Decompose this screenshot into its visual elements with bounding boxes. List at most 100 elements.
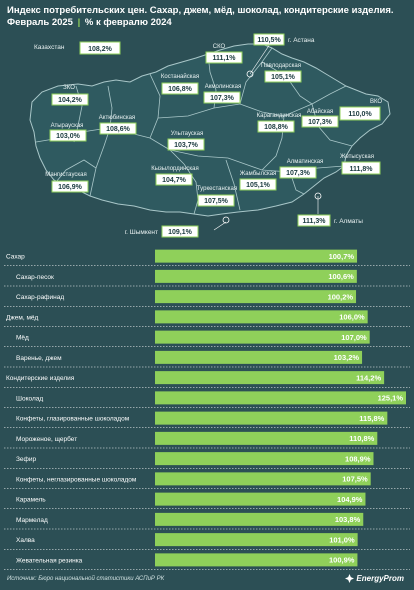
brand-name: EnergyProm [356, 574, 404, 583]
category-label: Зефир [16, 456, 37, 463]
bar [155, 249, 358, 263]
region-kostanay: Костанайская 106,8% [161, 73, 199, 95]
bar-value-label: 107,0% [341, 333, 367, 342]
bar-row: Мармелад 103,8% [4, 512, 410, 530]
bar-row: Конфеты, неглазированные шоколадом 107,5% [4, 472, 410, 489]
svg-text:Кызылординская: Кызылординская [151, 166, 198, 172]
bar [155, 269, 357, 283]
bar-value-label: 108,9% [345, 454, 371, 463]
chart-title: Индекс потребительских цен. Сахар, джем,… [7, 5, 407, 29]
category-label: Конфеты, глазированные шоколадом [16, 416, 130, 423]
category-label: Мёд [16, 335, 29, 342]
bar-value-label: 104,9% [337, 495, 363, 504]
bar-row: Сахар-песок 100,6% [4, 269, 410, 287]
svg-text:г. Алматы: г. Алматы [334, 218, 363, 225]
svg-text:Алматинская: Алматинская [287, 159, 324, 165]
bar [155, 350, 363, 364]
svg-text:ЗКО: ЗКО [63, 85, 75, 91]
svg-text:108,8%: 108,8% [264, 124, 289, 131]
svg-text:107,3%: 107,3% [210, 95, 235, 102]
region-akmola: Акмолинская 107,3% [203, 84, 241, 104]
bar [155, 411, 388, 425]
bar [155, 371, 385, 385]
svg-text:Карагандинская: Карагандинская [257, 113, 302, 119]
svg-text:Жамбылская: Жамбылская [240, 171, 277, 177]
svg-text:Улытауская: Улытауская [171, 131, 203, 137]
bar-value-label: 100,9% [329, 556, 355, 565]
category-label: Конфеты, неглазированные шоколадом [16, 476, 137, 483]
category-label: Джем, мёд [6, 314, 39, 321]
svg-text:Акмолинская: Акмолинская [205, 84, 241, 90]
svg-text:108,6%: 108,6% [106, 126, 131, 133]
svg-text:105,1%: 105,1% [271, 74, 296, 81]
country-value: 108,2% [88, 46, 113, 53]
svg-text:Жетысуская: Жетысуская [340, 154, 374, 160]
bar [155, 472, 371, 486]
svg-text:Атырауская: Атырауская [51, 123, 84, 129]
region-kyzylorda: Кызылординская 104,7% [151, 166, 199, 186]
region-callouts: СКО 111,1% Костанайская 106,8% Акмолинск… [45, 44, 382, 207]
svg-text:110,0%: 110,0% [348, 111, 372, 118]
bar-value-label: 106,0% [339, 313, 365, 322]
bar-value-label: 110,8% [349, 434, 374, 443]
bar [155, 391, 406, 405]
svg-text:111,3%: 111,3% [303, 218, 327, 225]
category-label: Мармелад [16, 517, 48, 524]
bar-value-label: 100,6% [328, 272, 354, 281]
region-atyrau: Атырауская 103,0% [49, 123, 87, 142]
svg-text:ВКО: ВКО [370, 99, 382, 105]
bar [155, 290, 357, 304]
energyprom-icon [345, 574, 355, 583]
bar-row: Мороженое, щербет 110,8% [4, 431, 410, 449]
region-sko: СКО 111,1% [205, 44, 243, 64]
svg-text:103,7%: 103,7% [174, 142, 199, 149]
svg-text:107,5%: 107,5% [204, 198, 229, 205]
region-turkestan: Туркестанская 107,5% [197, 186, 237, 207]
svg-text:105,1%: 105,1% [246, 182, 271, 189]
category-label: Мороженое, щербет [16, 435, 77, 443]
bar-value-label: 103,2% [334, 353, 360, 362]
category-label: Сахар [6, 254, 25, 261]
svg-text:109,1%: 109,1% [168, 229, 193, 236]
city-shymkent: 109,1% г. Шымкент [125, 216, 230, 238]
title-separator: | [77, 17, 81, 28]
bar-row: Халва 101,0% [4, 533, 410, 550]
svg-text:111,1%: 111,1% [213, 55, 237, 62]
bar-row: Джем, мёд 106,0% [4, 310, 410, 327]
svg-text:Костанайская: Костанайская [161, 73, 199, 80]
region-mangystau: Мангистауская 106,9% [45, 172, 89, 193]
bar-row: Варенье, джем 103,2% [4, 350, 410, 368]
svg-text:107,3%: 107,3% [286, 170, 311, 177]
svg-text:104,2%: 104,2% [58, 97, 83, 104]
region-vko: ВКО 110,0% [339, 99, 382, 121]
bar-row: Жевательная резинка 100,9% [4, 553, 410, 570]
bar-value-label: 115,8% [359, 414, 384, 423]
bar-row: Карамель 104,9% [4, 492, 410, 510]
title-line-2: Февраль 2025 | % к февралю 2024 [7, 17, 407, 29]
bar-value-label: 107,5% [342, 475, 368, 484]
region-pavlodar: Павлодарская 105,1% [261, 63, 302, 83]
bar-row: Шоколад 125,1% [4, 391, 410, 408]
country-label: Казахстан [34, 44, 65, 51]
bar [155, 512, 364, 526]
bar [155, 330, 370, 344]
svg-text:107,3%: 107,3% [308, 119, 333, 126]
category-label: Варенье, джем [16, 355, 62, 362]
title-line-1: Индекс потребительских цен. Сахар, джем,… [7, 5, 394, 16]
bar [155, 492, 366, 506]
source-note: Источник: Бюро национальной статистики А… [7, 576, 165, 582]
bar-value-label: 114,2% [356, 373, 381, 382]
category-label: Карамель [16, 497, 46, 504]
svg-text:Павлодарская: Павлодарская [261, 63, 301, 69]
svg-text:104,7%: 104,7% [162, 177, 187, 184]
svg-text:г. Астана: г. Астана [288, 37, 315, 44]
bar-value-label: 101,0% [329, 535, 355, 544]
title-period: Февраль 2025 [7, 17, 73, 28]
region-karaganda: Карагандинская 108,8% [257, 113, 302, 133]
bar-row: Конфеты, глазированные шоколадом 115,8% [4, 411, 410, 429]
svg-text:Актюбинская: Актюбинская [99, 115, 135, 121]
category-label: Кондитерские изделия [6, 375, 75, 382]
country-callout: Казахстан 108,2% [34, 41, 121, 55]
bar-row: Мёд 107,0% [4, 330, 410, 348]
